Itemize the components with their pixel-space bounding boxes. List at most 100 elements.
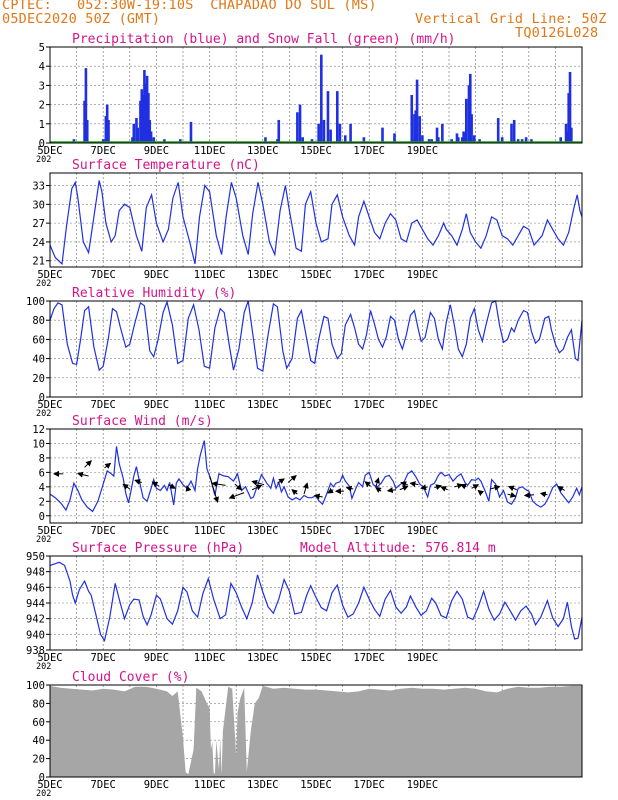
x-tick-label: 7DEC [91,269,116,281]
wind-arrow [327,487,334,494]
precip-bar [326,91,330,143]
panel-title: Surface Pressure (hPa) [72,541,244,556]
precip-bar [349,123,352,143]
wind-arrow [234,483,243,491]
wind-arrow [287,474,297,483]
y-tick-label: 5 [39,42,45,54]
x-tick-label: 5DEC [37,145,62,157]
y-tick-label: 944 [26,598,45,610]
x-tick-label: 17DEC [353,652,385,664]
x-tick-label: 11DEC [194,779,226,791]
precip-bar [301,137,304,143]
precip-bar [145,75,149,143]
x-tick-label: 5DEC [37,779,62,791]
x-tick-label: 5DEC [37,269,62,281]
precip-bar [136,127,140,143]
precip-bar [418,116,422,143]
y-tick-label: 80 [32,315,45,327]
precip-bar [101,139,105,143]
precip-bar [140,89,144,143]
x-tick-label: 17DEC [353,269,385,281]
panel-2: 0 20 40 60 80 100 5DEC 7DEC 9DEC 11DEC 13DEC 15DEC 1… [26,286,583,419]
y-tick-label: 8 [39,453,45,465]
wind-arrow [490,484,501,491]
x-tick-label: 19DEC [407,269,439,281]
precip-bar [524,137,528,143]
y-tick-label: 27 [32,218,45,230]
x-tick-label: 11DEC [194,399,226,411]
year-label: 202 [36,279,51,289]
precip-bar [322,119,326,143]
precip-bar [338,123,342,143]
x-tick-label: 7DEC [91,399,116,411]
x-tick-label: 19DEC [407,652,439,664]
y-tick-label: 940 [26,629,45,641]
precip-bar [84,68,88,143]
station-info: CPTEC: 052:30W-19:10S CHAPADAO DO SUL (M… [2,0,377,13]
precip-bar [135,118,138,143]
precip-bar [310,139,314,143]
precip-bar [343,135,347,143]
precip-bar [462,131,465,143]
precip-bar [296,112,299,143]
y-tick-label: 100 [26,296,45,308]
x-tick-label: 9DEC [144,399,169,411]
x-tick-label: 17DEC [353,399,385,411]
precip-bar [530,139,533,143]
wind-arrow [313,493,323,500]
precip-bar [463,133,467,143]
precip-bar [455,133,459,143]
x-tick-label: 9DEC [144,525,169,537]
panel-frame [49,684,583,778]
precip-bar [85,119,89,143]
y-tick-label: 0 [39,511,45,523]
x-tick-label: 9DEC [144,145,169,157]
precip-bar [441,123,444,143]
wind-arrow [122,483,131,490]
wind-arrow [507,485,518,492]
y-tick-label: 20 [32,373,45,385]
wind-arrow [151,481,160,488]
wind-arrow [420,484,428,491]
series-line [49,299,583,373]
wind-arrow [364,481,371,488]
series-line [49,561,583,643]
x-tick-label: 11DEC [194,269,226,281]
precip-bar [478,139,481,143]
precip-bar [467,85,471,143]
x-tick-label: 5DEC [37,525,62,537]
y-tick-label: 0 [39,772,45,784]
precip-bar [72,139,76,143]
wind-arrow [557,485,565,492]
panel-0: 0 1 2 3 4 5 5DEC 7DEC 9DEC 11DEC 13DEC 15DEC 17DEC 19… [36,32,583,165]
y-tick-label: 4 [39,61,45,73]
precip-bar [320,54,323,143]
wind-arrow [104,462,112,469]
y-tick-label: 0 [39,392,45,404]
precip-bar [144,83,148,143]
panel-4: 938 940 942 944 946 948 950 5DEC 7DEC 9DEC 11DEC 13… [26,541,583,672]
precip-bar [413,114,416,143]
x-tick-label: 13DEC [247,652,279,664]
precip-bar [132,123,136,143]
wind-arrow [386,487,396,494]
year-label: 202 [36,535,51,545]
precip-bar [567,93,570,143]
y-tick-label: 948 [26,567,45,579]
y-tick-label: 938 [26,645,45,657]
series-line [49,440,583,513]
wind-arrow [277,478,285,485]
panel-title: Precipitation (blue) and Snow Fall (gree… [72,32,456,47]
x-tick-label: 13DEC [247,779,279,791]
year-label: 202 [36,155,51,165]
precip-bar [139,100,142,143]
precip-bar [410,95,414,143]
y-tick-label: 1 [39,119,45,131]
precip-bar [163,139,166,143]
y-tick-label: 40 [32,354,45,366]
y-tick-label: 12 [32,424,45,436]
x-tick-label: 15DEC [300,269,332,281]
wind-arrow [539,491,548,498]
y-tick-label: 4 [39,482,45,494]
